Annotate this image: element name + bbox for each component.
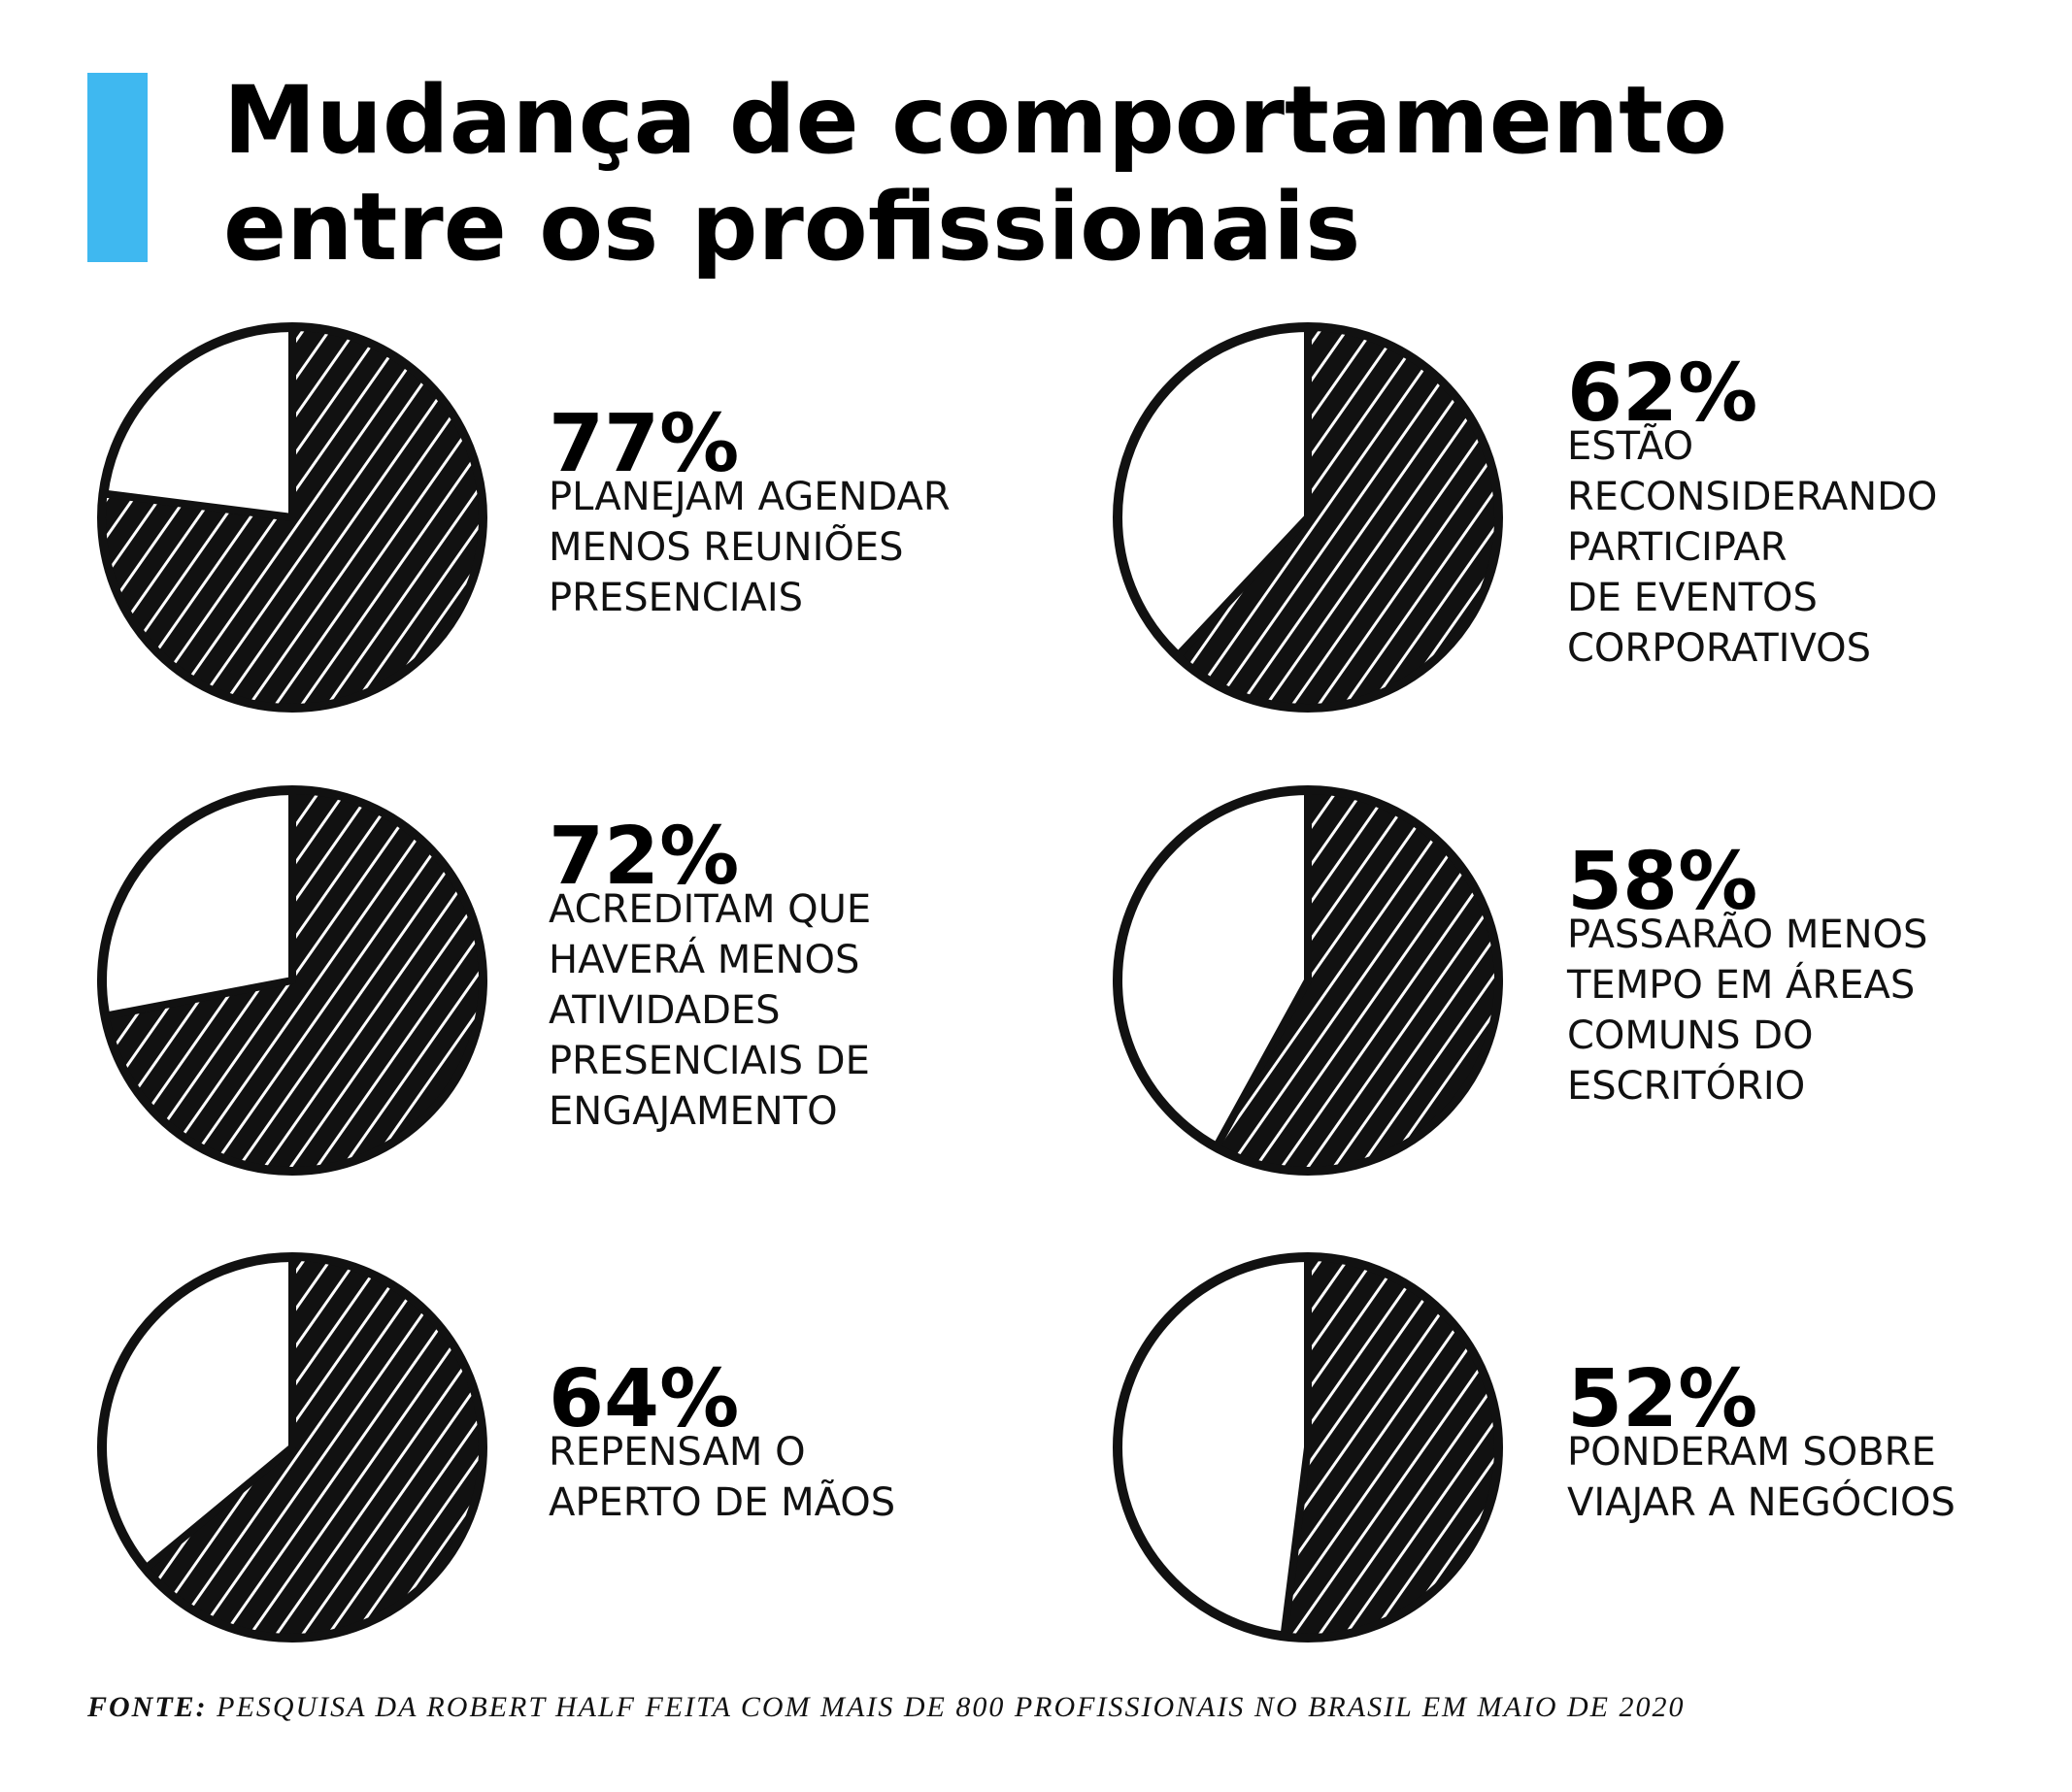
description-line: HAVERÁ MENOS [549,936,859,982]
description-line: RECONSIDERANDO [1567,475,1937,519]
description-line: REPENSAM O [549,1430,806,1475]
title-line: Mudança de comportamento [223,66,1727,175]
description-line: TEMPO EM ÁREAS [1566,961,1915,1008]
description-line: VIAJAR A NEGÓCIOS [1567,1478,1955,1525]
source-text: PESQUISA DA ROBERT HALF FEITA COM MAIS D… [216,1691,1685,1723]
description-line: CORPORATIVOS [1567,626,1871,671]
pie-slice [141,1253,486,1642]
title-accent [87,73,148,262]
description-line: COMUNS DO [1567,1013,1814,1058]
description-line: ESCRITÓRIO [1567,1062,1805,1109]
title-line: entre os profissionais [223,173,1360,282]
description-line: PONDERAM SOBRE [1567,1430,1936,1475]
description-line: PRESENCIAIS [549,576,803,620]
description-line: ENGAJAMENTO [549,1089,838,1134]
percent-label: 72% [549,811,739,903]
description-line: ATIVIDADES [549,988,781,1033]
source: FONTE: PESQUISA DA ROBERT HALF FEITA COM… [86,1691,1686,1723]
percent-label: 64% [549,1353,739,1445]
description-line: ACREDITAM QUE [549,887,871,932]
source-label: FONTE: [86,1691,208,1723]
percent-label: 62% [1567,348,1757,440]
description-line: APERTO DE MÃOS [549,1478,895,1525]
pie-slice [101,786,486,1175]
description-line: MENOS REUNIÕES [549,523,904,570]
pie-slice [1280,1253,1502,1642]
description-line: DE EVENTOS [1567,576,1818,620]
description-line: PARTICIPAR [1567,525,1787,570]
description-line: PLANEJAM AGENDAR [549,475,951,519]
description-line: PRESENCIAIS DE [549,1039,870,1083]
description-line: ESTÃO [1567,422,1693,469]
description-line: PASSARÃO MENOS [1567,911,1927,957]
pie-slice [1212,786,1502,1175]
pie-slice [98,323,486,712]
pie-slice [1173,323,1502,712]
percent-label: 77% [549,398,739,490]
percent-label: 58% [1567,836,1757,928]
percent-label: 52% [1567,1353,1757,1445]
